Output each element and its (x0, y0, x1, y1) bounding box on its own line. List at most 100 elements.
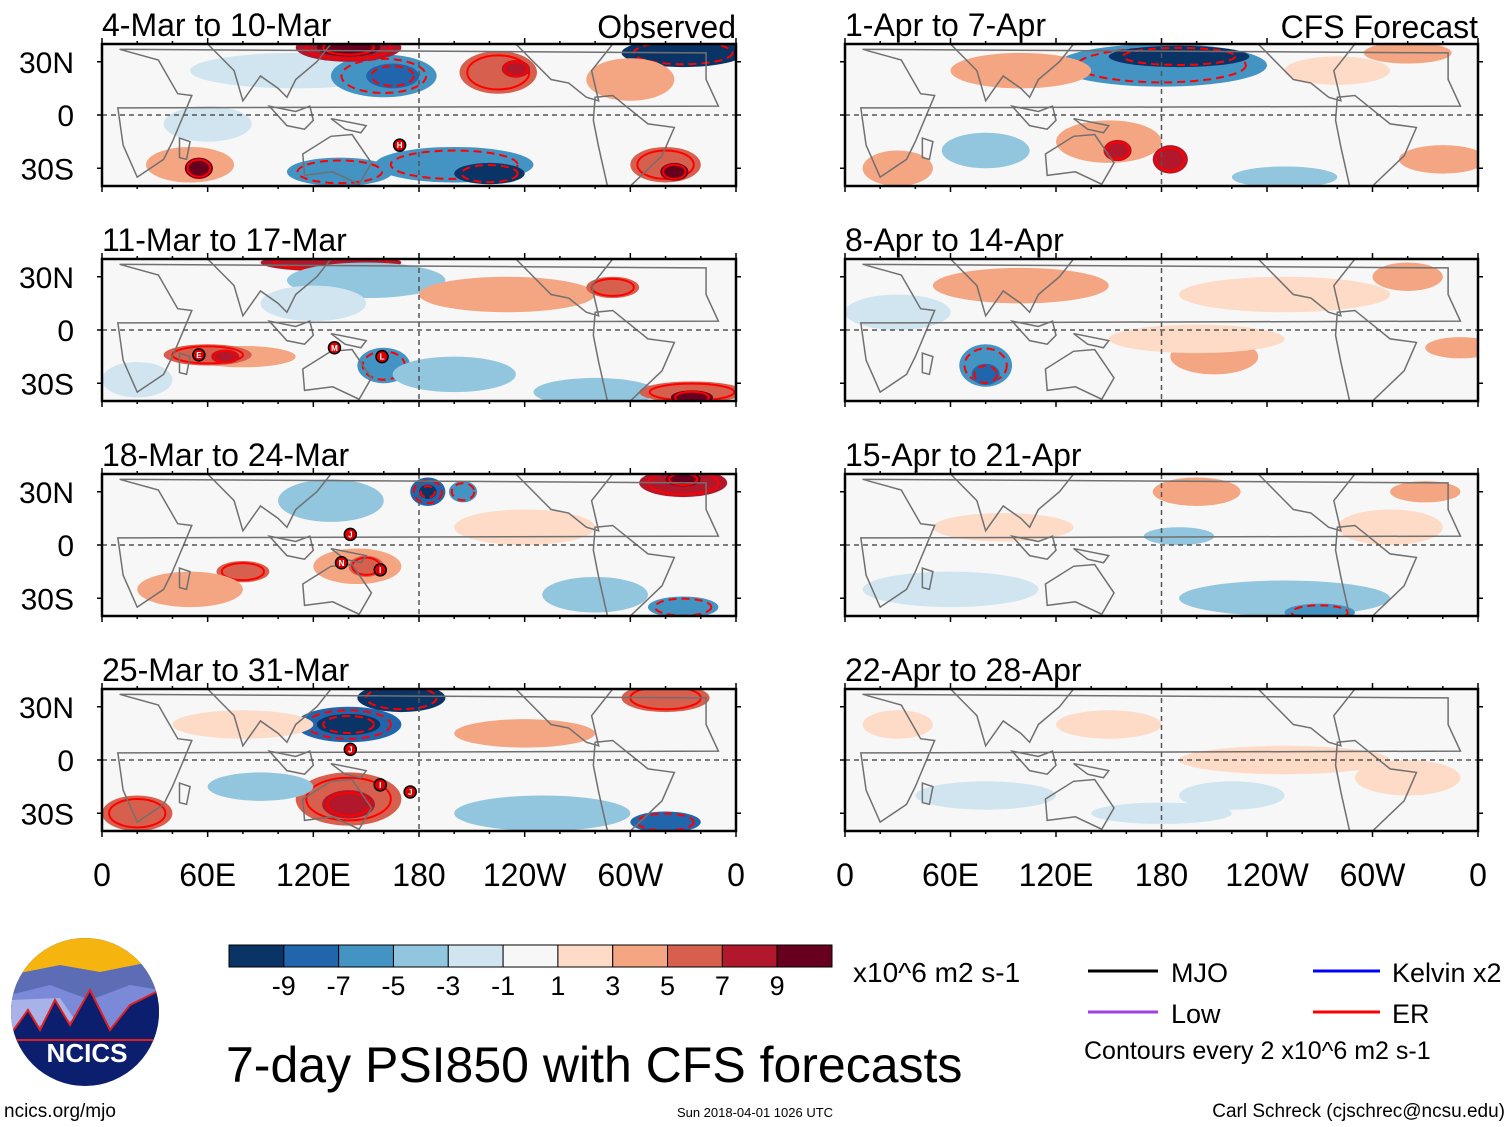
anomaly-blob (1354, 760, 1461, 796)
anomaly-blob (915, 781, 1056, 810)
tropical-cyclone-icon: J (403, 785, 417, 799)
coastline (1009, 319, 1057, 346)
panel-title: 15-Apr to 21-Apr (845, 437, 1082, 473)
anomaly-blob (322, 790, 375, 819)
lat-label: 30N (19, 477, 74, 510)
coastline (1073, 332, 1111, 349)
coastline (178, 567, 191, 591)
lon-label: 60W (1340, 857, 1407, 893)
colorbar: -9 -7 -5 -3 -1 1 3 5 7 9 (228, 944, 833, 1001)
anomaly-blob (862, 710, 933, 739)
lon-label: 0 (1469, 857, 1487, 893)
legend-er-label: ER (1392, 999, 1430, 1029)
lon-label: 0 (836, 857, 854, 893)
svg-text:N: N (339, 559, 345, 568)
coastline (1257, 44, 1356, 102)
lat-label: 30S (21, 368, 74, 401)
anomaly-blob (1284, 56, 1391, 85)
er-contour (1290, 604, 1349, 616)
coastline (1073, 762, 1111, 779)
coastline (1334, 94, 1418, 186)
lon-label: 60E (179, 857, 236, 893)
website-link[interactable]: ncics.org/mjo (4, 1101, 116, 1122)
colorbar-swatch (721, 944, 778, 968)
coastline (154, 689, 332, 748)
er-contour (674, 390, 710, 401)
legend-kelvin-label: Kelvin x2 (1392, 958, 1502, 988)
er-contour (1121, 46, 1237, 66)
er-contour (186, 158, 212, 178)
anomaly-blob (1179, 276, 1391, 313)
map-panel-right-0: 1-Apr to 7-Apr (840, 7, 1483, 192)
coastline (178, 137, 191, 161)
svg-text:NCICS: NCICS (47, 1038, 128, 1068)
anomaly-blob (1337, 509, 1443, 545)
lat-label: 30S (21, 153, 74, 186)
svg-text:M: M (331, 344, 338, 353)
er-contour (1155, 147, 1186, 172)
anomaly-blob (278, 479, 384, 522)
coastline (1257, 689, 1356, 747)
coastline (1009, 749, 1057, 776)
coastline (154, 44, 332, 103)
colorbar-swatch (667, 944, 723, 968)
er-contour (973, 364, 998, 384)
anomaly-blob (1179, 745, 1391, 775)
anomaly-blob (1179, 781, 1285, 810)
coastline (116, 693, 720, 824)
coastline (301, 778, 373, 831)
anomaly-blob (260, 285, 367, 322)
anomaly-blob (454, 795, 631, 831)
anomaly-blob (1284, 603, 1355, 616)
er-contour (322, 714, 375, 735)
colorbar-tick-label: 7 (715, 971, 730, 1001)
coastline (897, 259, 1075, 318)
svg-text:J: J (348, 745, 352, 754)
anomaly-blob (1372, 262, 1443, 291)
lon-label: 180 (392, 857, 445, 893)
er-contour (668, 474, 699, 487)
panel-title: 11-Mar to 17-Mar (102, 222, 347, 258)
coastline (592, 94, 676, 186)
anomaly-shading (859, 44, 1478, 186)
map-panel-left-1: 11-Mar to 17-Mar E M L 30N 0 30S (19, 222, 741, 407)
coastline (1009, 534, 1057, 561)
lon-label: 120E (276, 857, 351, 893)
er-contour (662, 163, 687, 180)
coastline (1044, 563, 1115, 616)
anomaly-blob (533, 377, 657, 401)
svg-text:I: I (379, 566, 381, 575)
coastline (1073, 547, 1111, 564)
coastline (116, 263, 720, 394)
er-contour (419, 485, 436, 499)
colorbar-tick-label: 9 (770, 971, 785, 1001)
anomaly-blob (102, 795, 173, 831)
colorbar-tick-label: 5 (660, 971, 675, 1001)
coastline (1073, 117, 1111, 134)
timestamp: Sun 2018-04-01 1026 UTC (677, 1105, 833, 1120)
anomaly-blob (1179, 580, 1391, 616)
coastline (330, 762, 368, 779)
coastline (267, 319, 315, 346)
anomaly-blob (1108, 45, 1250, 68)
anomaly-blob (971, 363, 1000, 386)
coastline (592, 309, 676, 401)
coastline (267, 104, 315, 131)
legend-low-label: Low (1171, 999, 1221, 1029)
lon-label: 120W (1225, 857, 1309, 893)
svg-text:H: H (397, 141, 403, 150)
anomaly-blob (932, 267, 1109, 304)
anomaly-blob (454, 719, 596, 748)
anomaly-blob (216, 560, 270, 583)
anomaly-blob (454, 509, 596, 545)
panel-title: 1-Apr to 7-Apr (845, 7, 1046, 43)
tropical-cyclone-icon: J (343, 527, 358, 542)
anomaly-blob (366, 63, 420, 89)
coastline (897, 689, 1075, 748)
coastline (1257, 259, 1356, 317)
coastline (178, 352, 191, 376)
coastline (921, 567, 934, 591)
colorbar-tick-label: -5 (381, 971, 405, 1001)
tropical-cyclone-icon: H (392, 138, 407, 152)
coastline (330, 117, 368, 134)
